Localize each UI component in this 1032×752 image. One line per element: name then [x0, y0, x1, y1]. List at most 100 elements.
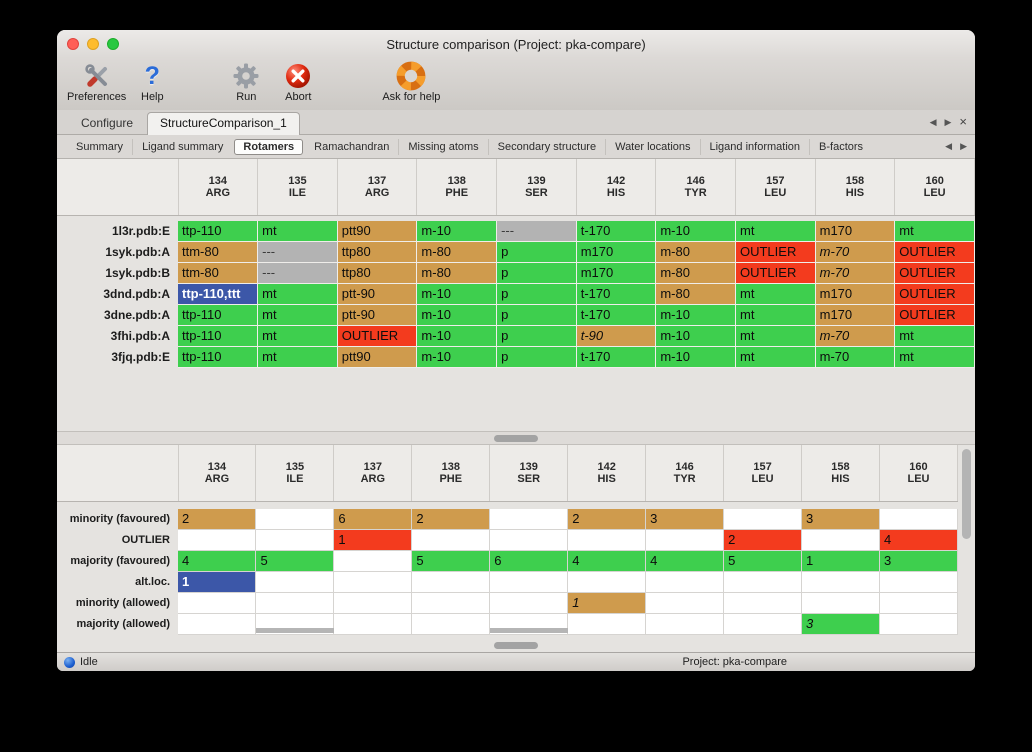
grid-cell[interactable]: 4 — [178, 550, 257, 572]
column-header-138[interactable]: 138 PHE — [416, 159, 498, 216]
row-label[interactable]: minority (favoured) — [69, 512, 170, 525]
preferences-button[interactable]: Preferences — [67, 60, 126, 103]
grid-cell[interactable]: --- — [257, 262, 338, 284]
minimize-window-button[interactable] — [87, 38, 99, 50]
grid-cell[interactable] — [801, 529, 880, 551]
row-label[interactable]: 1l3r.pdb:E — [111, 223, 170, 238]
grid-cell[interactable] — [567, 571, 647, 593]
grid-cell[interactable] — [489, 529, 569, 551]
grid-cell[interactable]: ttp-110 — [178, 220, 259, 242]
grid-cell[interactable]: 6 — [489, 550, 569, 572]
row-label[interactable]: alt.loc. — [135, 575, 170, 588]
grid-cell[interactable]: ttp80 — [337, 262, 418, 284]
grid-cell[interactable] — [489, 571, 569, 593]
subtab-rotamers[interactable]: Rotamers — [234, 138, 304, 155]
tab-structurecomparison-1[interactable]: StructureComparison_1 — [147, 112, 300, 135]
column-header-157[interactable]: 157 LEU — [723, 445, 802, 502]
grid-cell[interactable]: OUTLIER — [894, 262, 975, 284]
grid-cell[interactable]: ttp-110 — [178, 325, 259, 347]
grid-cell[interactable]: 2 — [567, 508, 647, 530]
grid-cell[interactable] — [333, 571, 413, 593]
grid-cell[interactable]: t-170 — [576, 283, 657, 305]
subtab-water-locations[interactable]: Water locations — [605, 138, 699, 155]
subtab-scroll-right-icon[interactable]: ▶ — [960, 141, 967, 151]
grid-cell[interactable]: 1 — [567, 592, 647, 614]
abort-button[interactable]: Abort — [272, 60, 324, 103]
row-label[interactable]: minority (allowed) — [75, 596, 170, 609]
grid-cell[interactable]: m-10 — [416, 325, 498, 347]
column-header-142[interactable]: 142 HIS — [576, 159, 657, 216]
grid-cell[interactable]: p — [496, 304, 577, 326]
grid-cell[interactable]: 3 — [879, 550, 959, 572]
grid-cell[interactable]: m-10 — [416, 220, 498, 242]
grid-cell[interactable] — [489, 508, 569, 530]
grid-cell[interactable] — [567, 613, 647, 635]
grid-cell[interactable]: 5 — [411, 550, 491, 572]
grid-cell[interactable]: m-10 — [655, 304, 736, 326]
grid-cell[interactable]: p — [496, 346, 577, 368]
subtab-scroll-left-icon[interactable]: ◀ — [945, 141, 953, 151]
grid-cell[interactable]: m-10 — [416, 304, 498, 326]
column-header-135[interactable]: 135 ILE — [255, 445, 335, 502]
row-label[interactable]: 3fjq.pdb:E — [111, 349, 170, 364]
grid-cell[interactable] — [723, 571, 802, 593]
grid-cell[interactable]: m-80 — [416, 262, 498, 284]
column-header-134[interactable]: 134 ARG — [178, 445, 257, 502]
pane-splitter[interactable] — [57, 431, 975, 445]
grid-cell[interactable]: m-10 — [655, 325, 736, 347]
subtab-ramachandran[interactable]: Ramachandran — [314, 140, 390, 153]
grid-cell[interactable]: 1 — [333, 529, 413, 551]
grid-cell[interactable]: --- — [496, 220, 577, 242]
column-header-137[interactable]: 137 ARG — [337, 159, 418, 216]
grid-cell[interactable]: m-10 — [655, 220, 736, 242]
grid-cell[interactable]: ptt90 — [337, 220, 418, 242]
grid-cell[interactable]: m170 — [815, 220, 896, 242]
grid-cell[interactable]: ttp-110 — [178, 346, 259, 368]
grid-cell[interactable]: mt — [735, 346, 816, 368]
grid-cell[interactable] — [333, 613, 413, 635]
grid-cell[interactable] — [723, 592, 802, 614]
grid-cell[interactable]: m-80 — [655, 241, 736, 263]
grid-cell[interactable] — [879, 571, 959, 593]
help-button[interactable]: ? Help — [126, 60, 178, 103]
subtab-summary[interactable]: Summary — [76, 140, 124, 153]
grid-cell[interactable]: mt — [257, 325, 338, 347]
grid-cell[interactable] — [489, 592, 569, 614]
grid-cell[interactable]: m170 — [815, 304, 896, 326]
grid-cell[interactable]: m170 — [815, 283, 896, 305]
grid-cell[interactable]: t-170 — [576, 304, 657, 326]
grid-cell[interactable]: 4 — [567, 550, 647, 572]
grid-cell[interactable] — [801, 592, 880, 614]
row-label[interactable]: 3dne.pdb:A — [104, 307, 170, 322]
grid-cell[interactable]: OUTLIER — [894, 304, 975, 326]
grid-cell[interactable]: OUTLIER — [735, 262, 816, 284]
row-label[interactable]: 1syk.pdb:B — [105, 265, 170, 280]
column-header-142[interactable]: 142 HIS — [567, 445, 647, 502]
grid-cell[interactable]: mt — [894, 346, 975, 368]
grid-cell[interactable] — [178, 613, 257, 635]
grid-cell[interactable]: m-10 — [416, 283, 498, 305]
grid-cell[interactable] — [255, 592, 335, 614]
grid-cell[interactable]: m-10 — [655, 346, 736, 368]
column-header-138[interactable]: 138 PHE — [411, 445, 491, 502]
grid-cell[interactable] — [333, 592, 413, 614]
column-header-158[interactable]: 158 HIS — [801, 445, 880, 502]
grid-cell[interactable]: m-80 — [655, 283, 736, 305]
grid-cell[interactable]: p — [496, 325, 577, 347]
grid-cell[interactable] — [801, 571, 880, 593]
grid-cell[interactable]: OUTLIER — [894, 283, 975, 305]
grid-cell[interactable]: mt — [894, 220, 975, 242]
grid-cell[interactable]: 3 — [801, 613, 880, 635]
grid-cell[interactable]: t-90 — [576, 325, 657, 347]
row-label[interactable]: 3fhi.pdb:A — [110, 328, 170, 343]
grid-cell[interactable]: ttm-80 — [178, 262, 259, 284]
grid-cell[interactable] — [255, 508, 335, 530]
grid-cell[interactable] — [645, 529, 725, 551]
column-header-134[interactable]: 134 ARG — [178, 159, 259, 216]
column-header-146[interactable]: 146 TYR — [645, 445, 725, 502]
grid-cell[interactable]: 4 — [879, 529, 959, 551]
grid-cell[interactable]: m-70 — [815, 325, 896, 347]
grid-cell[interactable]: 3 — [645, 508, 725, 530]
grid-cell[interactable] — [255, 571, 335, 593]
grid-cell[interactable]: mt — [894, 325, 975, 347]
